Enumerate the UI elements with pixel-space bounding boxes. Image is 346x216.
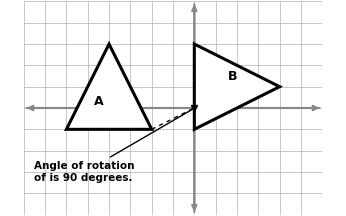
Polygon shape	[66, 44, 152, 129]
Polygon shape	[194, 44, 280, 129]
Text: B: B	[228, 70, 237, 83]
Text: A: A	[93, 95, 103, 108]
Text: Angle of rotation
of is 90 degrees.: Angle of rotation of is 90 degrees.	[34, 109, 193, 183]
